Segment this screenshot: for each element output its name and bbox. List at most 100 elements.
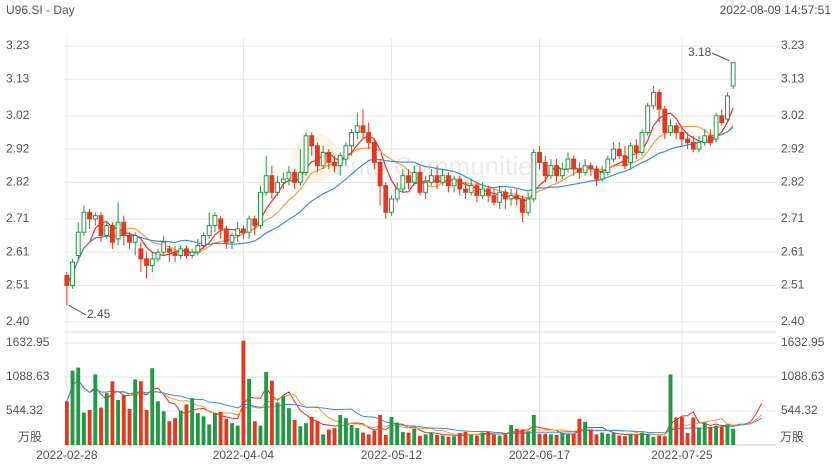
volume-bar (503, 434, 508, 445)
candle-body (559, 168, 565, 177)
candle-body (178, 248, 184, 256)
volume-bar (486, 431, 491, 445)
volume-bar (212, 413, 217, 445)
volume-bar (600, 432, 605, 445)
candle-body (531, 151, 537, 200)
candle-body (508, 195, 514, 200)
volume-bar (372, 430, 377, 445)
volume-bar (190, 398, 195, 445)
candle-body (639, 131, 645, 153)
volume-bar (697, 427, 701, 445)
candle-body (343, 145, 349, 160)
price-tick-label-right: 2.71 (781, 211, 805, 225)
volume-bar (714, 425, 719, 445)
candle-body (485, 188, 491, 197)
candle-body (616, 148, 622, 157)
volume-bar (383, 435, 388, 445)
volume-bar (70, 370, 75, 445)
volume-bar (429, 432, 434, 445)
volume-bar (178, 410, 183, 445)
volume-bar (640, 432, 644, 445)
volume-bar (634, 435, 639, 445)
candle-body (280, 178, 286, 183)
volume-bar (628, 433, 633, 445)
volume-bar (326, 429, 331, 445)
candle-body (235, 228, 241, 237)
volume-bar (623, 436, 627, 445)
volume-bar (423, 434, 428, 445)
volume-bar (446, 436, 451, 445)
volume-bar (138, 381, 143, 445)
candle-body (206, 225, 212, 237)
candle-body (189, 251, 195, 256)
volume-bar (588, 429, 593, 445)
candle-body (349, 131, 355, 147)
candle-body (440, 175, 446, 183)
volume-bar (99, 407, 103, 445)
volume-bar (338, 415, 343, 445)
high-annotation-label: 3.18 (688, 45, 712, 59)
candle-body (166, 248, 172, 253)
candle-body (132, 235, 138, 243)
volume-bar (679, 416, 684, 445)
volume-bar (87, 410, 92, 445)
candle-body (594, 168, 599, 180)
candle-body (269, 175, 275, 193)
candle-body (383, 185, 389, 213)
price-tick-label-left: 2.51 (6, 278, 30, 292)
candle-body (571, 158, 577, 170)
watermark: Futu Communities (335, 151, 546, 181)
volume-unit-right: 万股 (780, 430, 804, 444)
candle-body (377, 161, 383, 187)
price-tick-label-left: 2.71 (6, 211, 30, 225)
candle-body (246, 218, 252, 233)
volume-bar (480, 432, 485, 445)
candle-body (457, 178, 463, 190)
candle-body (229, 235, 235, 243)
candle-body (514, 195, 520, 200)
price-tick-label-left: 3.02 (6, 108, 30, 122)
volume-bar (400, 431, 405, 445)
volume-bar (417, 435, 422, 445)
candle-body (104, 225, 110, 237)
volume-tick-label-right: 1632.95 (781, 335, 825, 349)
volume-bar (269, 380, 274, 445)
candle-body (406, 175, 411, 183)
volume-bar (133, 379, 138, 445)
volume-bar (702, 422, 707, 445)
chart-title: U96.SI - Day (6, 3, 75, 17)
candle-body (263, 175, 269, 193)
candle-body (474, 185, 480, 197)
volume-bar (292, 420, 297, 445)
candle-body (463, 188, 468, 193)
volume-bar (469, 435, 474, 445)
candle-body (445, 175, 451, 187)
volume-bar (144, 410, 149, 445)
price-tick-label-right: 2.51 (781, 278, 805, 292)
volume-bar (452, 436, 457, 445)
volume-tick-label-right: 544.32 (781, 403, 818, 417)
candle-body (172, 251, 178, 256)
candle-body (161, 241, 167, 253)
candle-body (81, 211, 87, 233)
volume-bar (201, 416, 206, 445)
volume-tick-label-right: 1088.63 (781, 369, 825, 383)
volume-bar (76, 367, 81, 445)
candle-body (423, 181, 429, 193)
candle-body (121, 221, 127, 237)
date-label: 2022-05-12 (361, 448, 423, 462)
volume-bar (104, 393, 109, 445)
volume-bar (349, 425, 354, 445)
volume-bar (662, 436, 667, 445)
volume-bar (611, 433, 616, 445)
candle-body (668, 125, 673, 133)
low-annotation-line (68, 304, 87, 316)
volume-bar (304, 423, 308, 445)
candle-body (332, 161, 337, 167)
candle-body (92, 215, 98, 220)
volume-bar (218, 411, 223, 445)
date-label: 2022-06-17 (509, 448, 571, 462)
candle-body (314, 145, 320, 167)
volume-bar (167, 421, 172, 445)
